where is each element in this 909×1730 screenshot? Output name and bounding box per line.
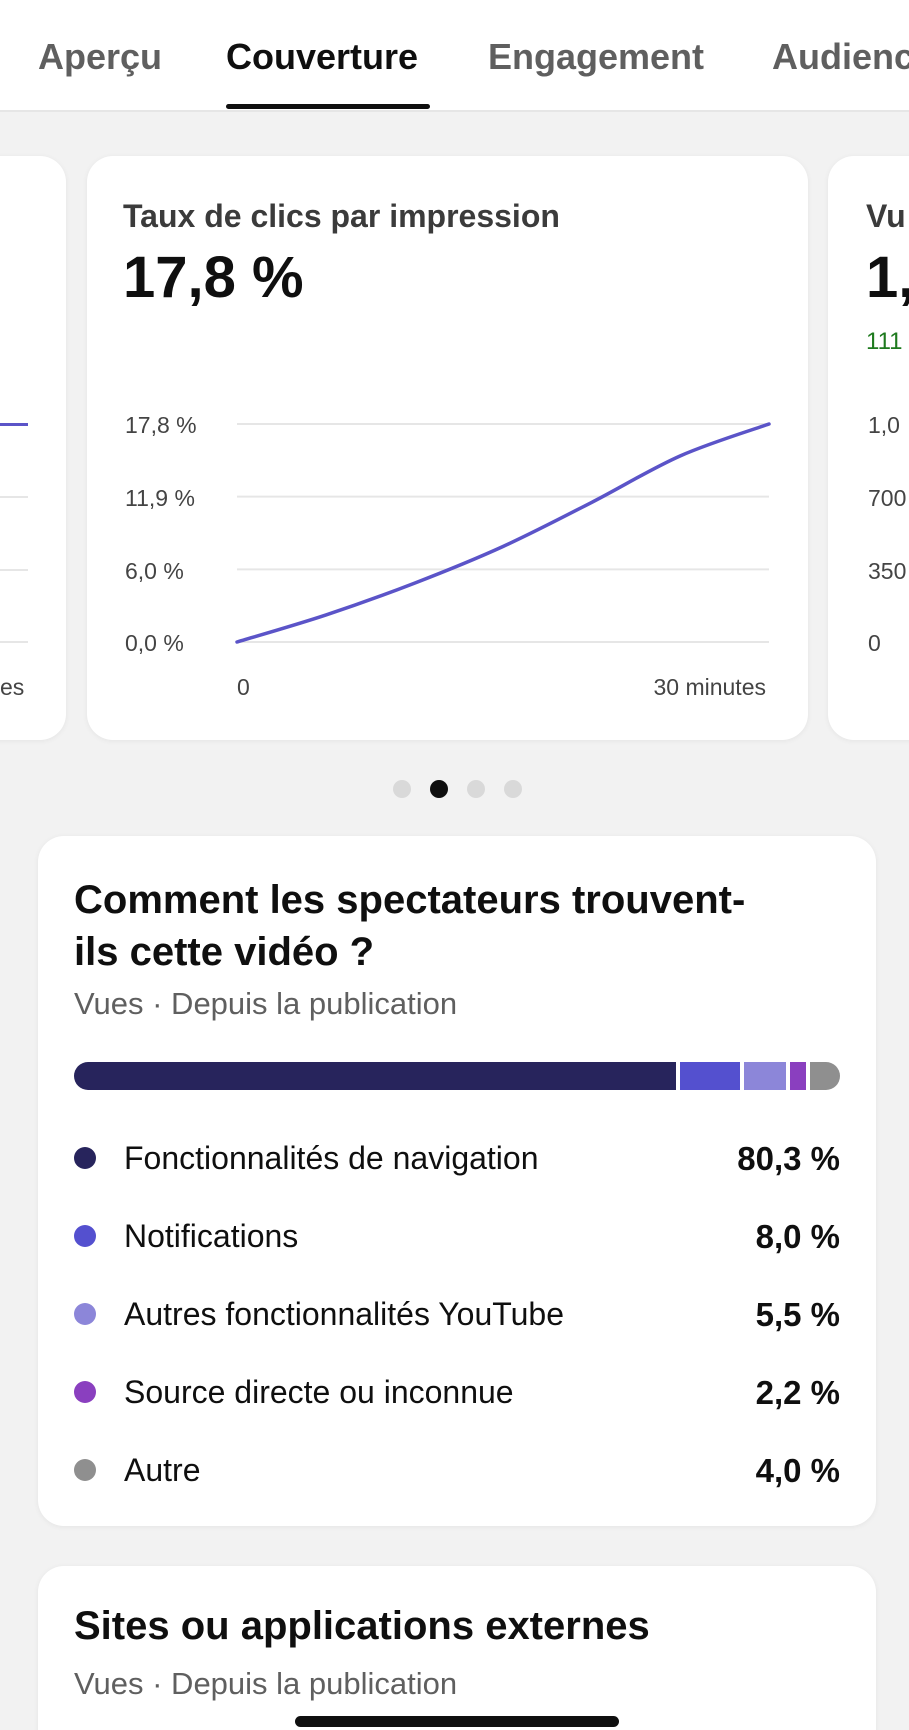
card-title: Taux de clics par impression — [123, 198, 560, 234]
page-dot[interactable] — [504, 780, 522, 798]
legend-dot — [74, 1381, 96, 1403]
tab-apercu[interactable]: Aperçu — [38, 36, 163, 77]
metric-card-next[interactable]: Vu 1, 111 1,0 700 350 0 — [828, 156, 909, 740]
y-tick-label: 0 — [868, 630, 881, 656]
legend-value: 2,2 % — [755, 1374, 840, 1411]
page-dot-active[interactable] — [430, 780, 448, 798]
legend-row[interactable]: Autres fonctionnalités YouTube 5,5 % — [74, 1292, 840, 1336]
prev-card-line — [0, 423, 28, 426]
legend-label: Fonctionnalités de navigation — [124, 1140, 539, 1176]
legend-label: Autres fonctionnalités YouTube — [124, 1296, 565, 1332]
y-tick-label: 17,8 % — [125, 412, 197, 438]
metric-card-previous[interactable]: es — [0, 156, 66, 740]
card-title: Vu — [866, 198, 906, 234]
home-indicator — [295, 1716, 619, 1727]
legend-value: 5,5 % — [755, 1296, 840, 1333]
legend-row[interactable]: Fonctionnalités de navigation 80,3 % — [74, 1136, 840, 1180]
tab-couverture[interactable]: Couverture — [226, 36, 419, 77]
legend-dot — [74, 1147, 96, 1169]
legend-row[interactable]: Notifications 8,0 % — [74, 1214, 840, 1258]
stacked-bar-segment — [74, 1062, 677, 1090]
y-tick-label: 0,0 % — [125, 630, 184, 656]
gridline — [0, 641, 28, 643]
tab-engagement[interactable]: Engagement — [488, 36, 705, 77]
metric-card-ctr[interactable]: Taux de clics par impression 17,8 % 17,8… — [87, 156, 808, 740]
legend-dot — [74, 1459, 96, 1481]
page-dot[interactable] — [467, 780, 485, 798]
legend-label: Autre — [124, 1452, 201, 1488]
stacked-bar-segment — [789, 1062, 806, 1090]
external-sites-subtitle: Vues · Depuis la publication — [74, 1666, 458, 1701]
traffic-sources-stacked-bar — [74, 1062, 840, 1090]
gridline — [0, 569, 28, 571]
stacked-bar-segment — [810, 1062, 840, 1090]
ctr-line-chart — [235, 422, 771, 644]
legend-value: 8,0 % — [755, 1218, 840, 1255]
y-tick-label: 350 — [868, 558, 907, 584]
prev-card-x-label: es — [0, 674, 25, 700]
external-sites-card: Sites ou applications externes Vues · De… — [38, 1566, 876, 1730]
external-sites-title: Sites ou applications externes — [74, 1604, 650, 1648]
y-tick-label: 11,9 % — [125, 485, 195, 511]
legend-value: 4,0 % — [755, 1452, 840, 1489]
legend-row[interactable]: Source directe ou inconnue 2,2 % — [74, 1370, 840, 1414]
legend-label: Notifications — [124, 1218, 299, 1254]
card-value: 17,8 % — [123, 245, 304, 310]
y-tick-label: 1,0 — [868, 412, 900, 438]
x-tick-label: 30 minutes — [653, 674, 766, 700]
legend-dot — [74, 1225, 96, 1247]
gridline — [0, 496, 28, 498]
y-tick-label: 6,0 % — [125, 558, 184, 584]
y-tick-label: 700 — [868, 485, 907, 511]
legend-dot — [74, 1303, 96, 1325]
page-dot[interactable] — [393, 780, 411, 798]
traffic-sources-card: Comment les spectateurs trouvent-ils cet… — [38, 836, 876, 1526]
traffic-sources-title: Comment les spectateurs trouvent-ils cet… — [74, 878, 746, 974]
carousel-pagination — [0, 780, 909, 800]
ctr-series-line — [235, 422, 771, 644]
x-tick-label: 0 — [237, 674, 250, 700]
legend-value: 80,3 % — [737, 1140, 840, 1177]
card-delta: 111 — [866, 328, 903, 355]
stacked-bar-segment — [744, 1062, 786, 1090]
active-tab-indicator — [226, 104, 430, 109]
legend-row[interactable]: Autre 4,0 % — [74, 1448, 840, 1492]
stacked-bar-segment — [680, 1062, 741, 1090]
legend-label: Source directe ou inconnue — [124, 1374, 514, 1410]
card-value: 1, — [866, 245, 909, 310]
traffic-sources-subtitle: Vues · Depuis la publication — [74, 986, 458, 1021]
